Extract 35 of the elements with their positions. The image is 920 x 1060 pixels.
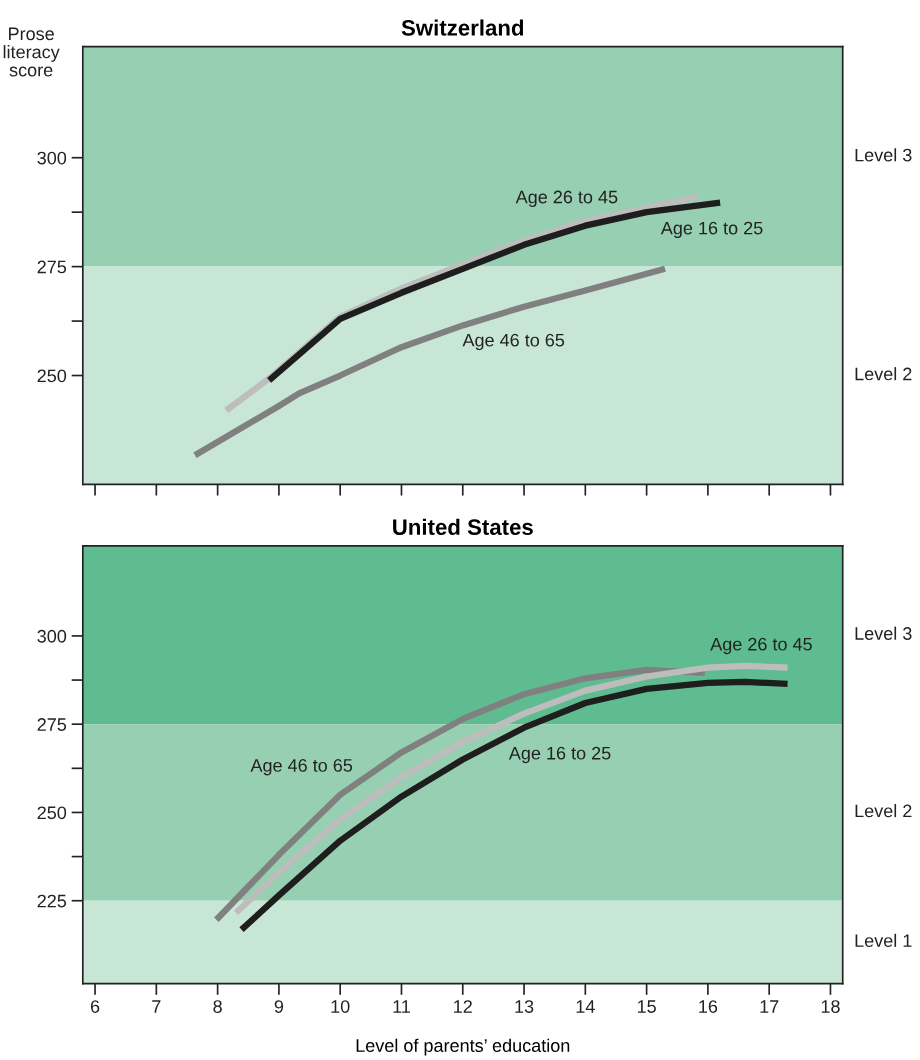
chart-title: Switzerland xyxy=(401,19,524,36)
x-tick-label: 10 xyxy=(331,1000,350,1013)
series-label: Age 46 to 65 xyxy=(462,333,565,351)
band-label: Level 3 xyxy=(855,148,912,162)
band-label: Level 1 xyxy=(855,933,912,948)
band-label: Level 3 xyxy=(855,626,912,640)
x-tick-label: 6 xyxy=(90,1000,100,1013)
band-label: Level 2 xyxy=(855,804,912,818)
y-tick-label: 250 xyxy=(37,806,67,820)
y-tick-label: 275 xyxy=(37,718,67,731)
x-tick-label: 18 xyxy=(821,1000,840,1013)
series-label: Age 46 to 65 xyxy=(250,759,353,776)
y-tick-label: 250 xyxy=(37,369,67,383)
series-label: Age 26 to 45 xyxy=(515,190,618,207)
series-label: Age 16 to 25 xyxy=(508,746,611,764)
x-tick-label: 16 xyxy=(699,1000,718,1013)
x-tick-label: 12 xyxy=(454,1000,472,1013)
y-tick-label: 275 xyxy=(37,260,67,274)
series-label: Age 26 to 45 xyxy=(710,637,812,655)
x-axis-title: Level of parents’ education xyxy=(356,1038,570,1056)
x-tick-label: 14 xyxy=(576,1000,595,1013)
x-tick-label: 8 xyxy=(213,1000,222,1013)
y-tick-label: 300 xyxy=(37,151,67,165)
x-tick-label: 11 xyxy=(393,1000,410,1013)
x-tick-label: 9 xyxy=(274,1000,284,1013)
y-tick-label: 225 xyxy=(37,894,67,908)
y-axis-title: Prose literacy score xyxy=(3,27,60,77)
x-tick-label: 15 xyxy=(637,1000,656,1013)
series-label: Age 16 to 25 xyxy=(660,221,763,239)
x-tick-label: 7 xyxy=(152,1000,161,1013)
band-label: Level 2 xyxy=(855,367,912,381)
y-tick-label: 300 xyxy=(37,629,67,643)
x-tick-label: 13 xyxy=(515,1000,534,1013)
x-tick-label: 17 xyxy=(760,1000,779,1013)
chart-title: United States xyxy=(393,518,533,536)
